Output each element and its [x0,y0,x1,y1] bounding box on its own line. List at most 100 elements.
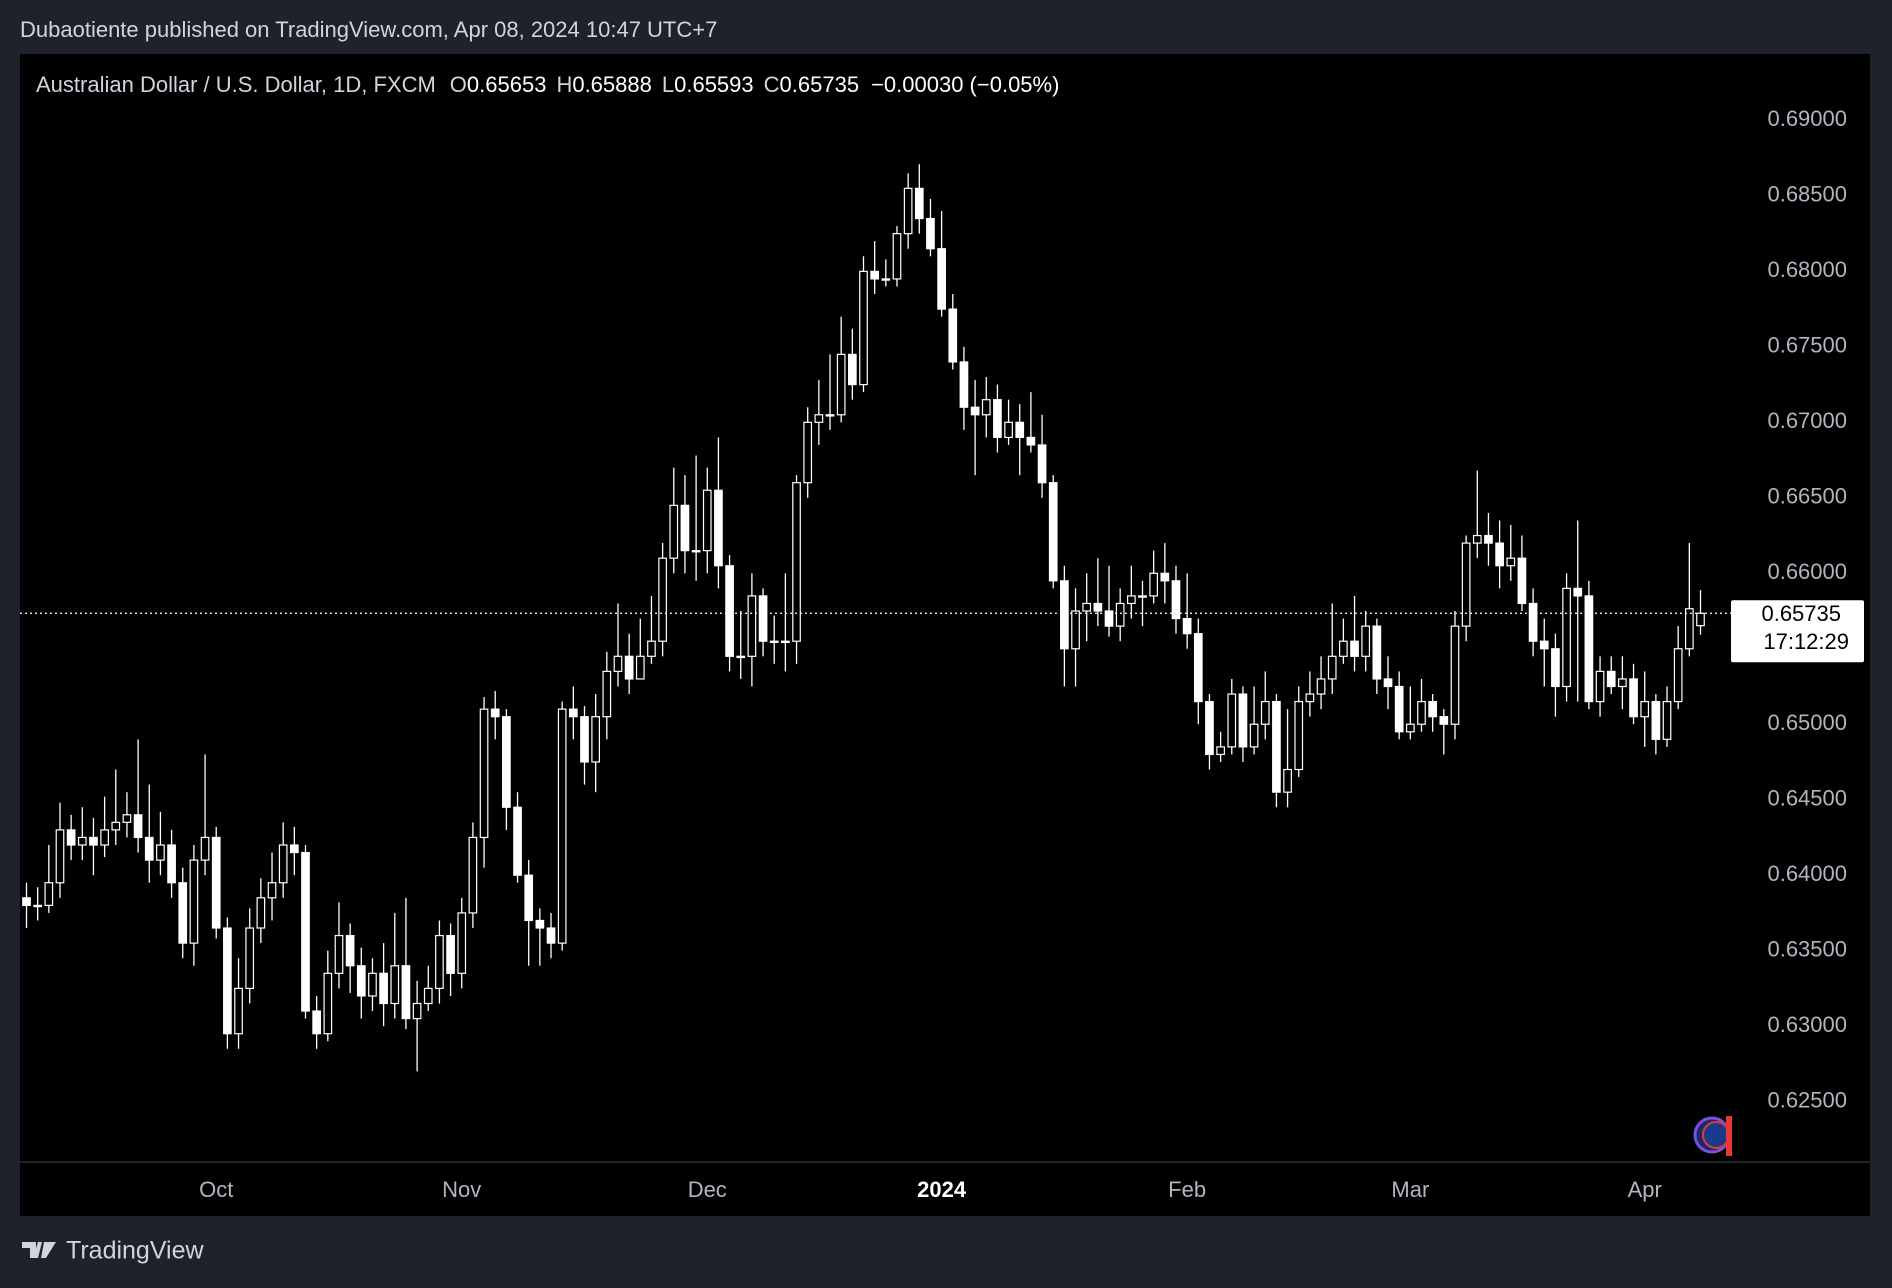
candle-body [937,248,946,310]
candle-body [1539,640,1549,650]
candle-body [77,836,87,846]
candle-body [1126,595,1136,605]
candle-body [1417,700,1426,725]
candle-body [669,504,679,559]
candle-body [546,927,556,944]
candle-body [926,217,935,250]
candle-body [379,972,388,1005]
y-tick-label: 0.67500 [1767,333,1847,358]
candle-body [1115,602,1125,627]
candle-body [1528,602,1538,642]
ohlc-prefix: C [764,72,780,97]
candle-body [245,927,255,990]
candle-body [289,844,299,854]
ohlc-value: 0.65735 [780,72,860,97]
candle-body [1696,612,1705,627]
publish-header: Dubaotiente published on TradingView.com… [20,17,717,42]
candle-body [468,836,478,914]
candle-body [1182,617,1192,635]
candle-body [345,934,355,967]
candle-body [446,934,455,974]
candle-body [1037,444,1047,484]
candle-body [836,353,846,416]
ohlc-prefix: H [556,72,572,97]
candle-body [1562,587,1571,688]
candle-body [89,836,98,846]
candle-body [892,233,902,280]
candle-body [167,844,176,884]
candle-body [1651,700,1661,740]
candle-body [1629,678,1638,718]
footer-logo [22,1242,56,1258]
candle-body [758,595,768,642]
y-tick-label: 0.66000 [1767,559,1847,584]
y-tick-label: 0.64500 [1767,786,1847,811]
candle-body [736,655,746,659]
ohlc-value: 0.65593 [674,72,754,97]
candle-body [256,897,266,929]
candle-body [122,814,132,823]
candle-body [792,482,801,642]
candle-body [814,414,824,423]
candle-body [702,489,712,552]
candle-body [647,640,656,657]
candle-body [278,844,288,884]
candle-body [870,270,880,280]
y-tick-label: 0.69000 [1767,106,1847,131]
candle-body [1060,580,1069,650]
candle-body [423,987,433,1005]
candle-body [1004,421,1013,439]
flag [1702,1121,1730,1149]
candle-body [33,904,43,908]
candle-body [635,655,645,680]
candle-body [725,565,734,657]
candle-body [1606,670,1616,688]
candle-body [781,640,790,644]
candle-body [903,187,913,235]
candle-body [1472,534,1482,544]
x-tick-label: Oct [199,1177,233,1202]
y-tick-label: 0.62500 [1767,1087,1847,1112]
candle-body [1584,595,1594,703]
candle-body [312,1010,322,1035]
candle-body [1350,640,1359,657]
candle-body [691,550,701,553]
candle-body [1238,693,1248,748]
candle-body [1272,700,1281,793]
candle-body [1093,602,1103,612]
candle-body [390,965,400,1005]
candle-body [881,278,891,281]
candle-body [1260,700,1270,725]
candle-body [156,844,165,861]
candle-body [435,934,444,990]
footer-brand: TradingView [66,1237,205,1265]
logo-mark [22,1242,56,1258]
ohlc-prefix: L [662,72,674,97]
candle-body [1305,693,1315,703]
candle-body [66,829,76,846]
ohlc-prefix: O [450,72,467,97]
candle-body [1551,648,1560,688]
candle-body [1361,625,1371,657]
candle-body [100,829,109,846]
candle-body [1573,587,1583,597]
candle-body [1673,648,1683,703]
candle-body [970,406,980,416]
x-tick-label: Feb [1168,1177,1206,1202]
candle-body [189,859,199,944]
candle-body [1618,678,1627,688]
candle-body [223,927,232,1035]
candle-body [1394,685,1404,733]
candle-body [401,965,411,1020]
candle-body [803,421,813,484]
candle-body [133,814,143,839]
y-tick-label: 0.63500 [1767,936,1847,961]
legend-text: Australian Dollar / U.S. Dollar, 1D, FXC… [36,72,1059,97]
candle-body [1372,625,1382,680]
candle-body [44,882,54,906]
flag-icon [1693,1116,1732,1156]
y-tick-label: 0.68000 [1767,257,1847,282]
candle-body [1595,670,1605,703]
candle-body [914,187,924,220]
